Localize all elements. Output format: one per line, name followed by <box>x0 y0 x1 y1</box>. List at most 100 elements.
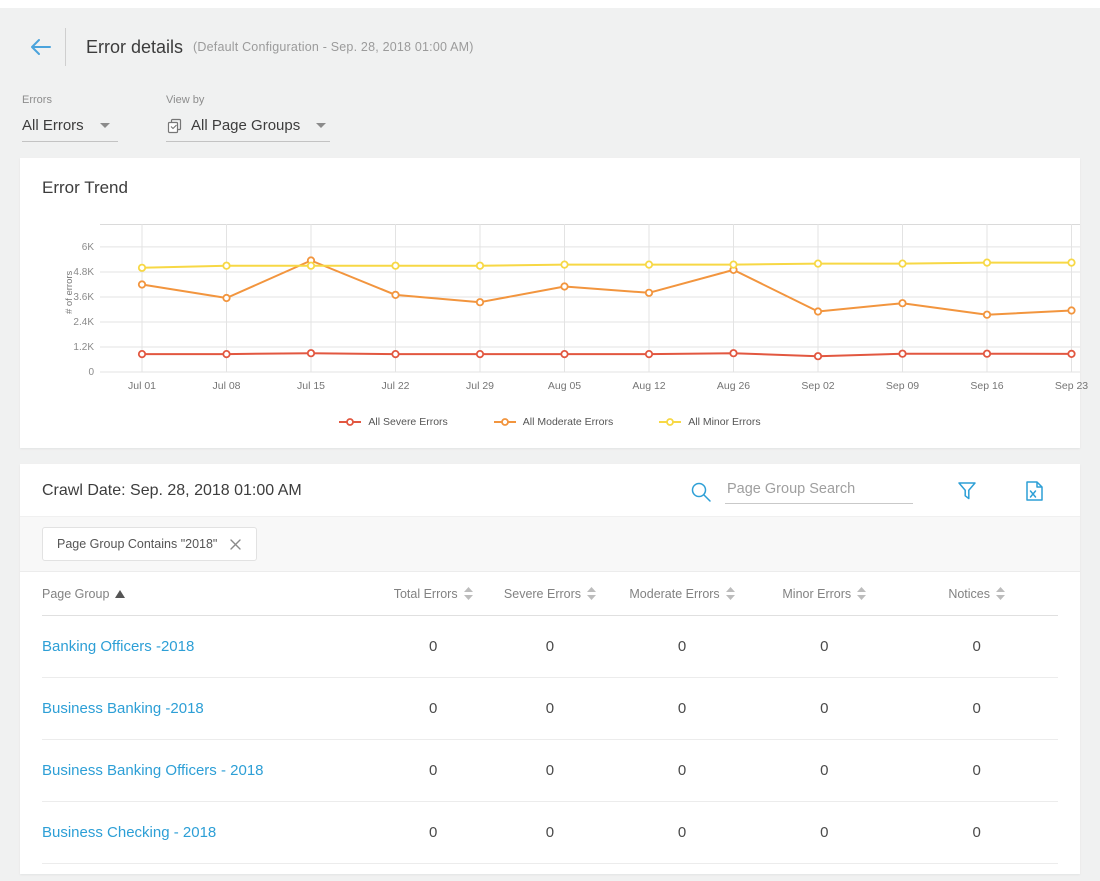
filter-chip[interactable]: Page Group Contains "2018" <box>42 527 258 561</box>
page-title: Error details <box>86 36 184 57</box>
sort-icon <box>463 587 473 600</box>
error-count-cell: 0 <box>545 638 555 655</box>
x-axis-tick: Sep 16 <box>970 380 1004 392</box>
legend-label: All Moderate Errors <box>522 416 614 428</box>
chip-close-icon[interactable] <box>229 538 242 551</box>
header-divider <box>65 28 66 66</box>
error-count-cell: 0 <box>428 700 438 717</box>
x-axis-tick: Jul 01 <box>127 380 157 392</box>
page-header: Error details (Default Configuration - S… <box>0 8 1100 82</box>
x-axis-tick: Jul 08 <box>212 380 241 392</box>
search-icon[interactable] <box>689 480 713 504</box>
page-group-search-input[interactable] <box>725 478 913 504</box>
column-label: Severe Errors <box>503 586 582 601</box>
column-label: Minor Errors <box>782 586 852 601</box>
legend-label: All Severe Errors <box>368 416 448 428</box>
column-header-page-group[interactable]: Page Group <box>42 587 377 601</box>
error-count-cell: 0 <box>428 762 438 779</box>
legend-marker-icon <box>339 418 362 426</box>
y-axis-tick: 3.6K <box>73 291 94 303</box>
column-label: Moderate Errors <box>629 586 720 601</box>
top-strip <box>0 0 1100 8</box>
x-axis-tick: Jul 15 <box>296 380 326 392</box>
view-by-dropdown[interactable]: All Page Groups <box>166 117 331 142</box>
back-arrow-icon <box>31 39 51 55</box>
table-toolbar: Crawl Date: Sep. 28, 2018 01:00 AM <box>20 464 1080 516</box>
filter-chip-strip: Page Group Contains "2018" <box>20 516 1080 572</box>
table-row: Business Checking - 2018 0 0 0 0 0 <box>42 802 1058 864</box>
sort-icon <box>725 587 735 600</box>
column-header-moderate-errors[interactable]: Moderate Errors <box>611 587 753 601</box>
x-axis-tick: Aug 26 <box>716 380 751 392</box>
column-header-total-errors[interactable]: Total Errors <box>377 587 489 601</box>
y-axis-tick: 0 <box>88 367 94 378</box>
page-group-link[interactable]: Business Checking - 2018 <box>42 823 217 841</box>
error-count-cell: 0 <box>545 824 555 841</box>
error-count-cell: 0 <box>428 824 438 841</box>
legend-item[interactable]: All Moderate Errors <box>493 416 614 428</box>
chart-x-axis: Jul 01 Jul 08 Jul 15 Jul 22 Jul 29 Aug 05 Aug … <box>100 380 1088 400</box>
error-count-cell: 0 <box>820 700 829 717</box>
chart-svg <box>100 224 1080 373</box>
view-by-filter-label: View by <box>166 94 205 106</box>
page-group-link[interactable]: Business Banking Officers - 2018 <box>42 761 264 779</box>
search-area <box>689 478 913 504</box>
column-label: Total Errors <box>393 586 458 601</box>
error-count-cell: 0 <box>677 762 687 779</box>
export-excel-icon[interactable] <box>1023 479 1046 503</box>
x-axis-tick: Aug 12 <box>632 380 666 392</box>
error-count-cell: 0 <box>677 638 687 655</box>
x-axis-tick: Jul 22 <box>381 380 410 392</box>
column-header-severe-errors[interactable]: Severe Errors <box>489 587 611 601</box>
table-row: Business Banking -2018 0 0 0 0 0 <box>42 678 1058 740</box>
column-label: Page Group <box>42 586 110 601</box>
chart-title: Error Trend <box>42 178 128 197</box>
page-group-link[interactable]: Business Banking -2018 <box>42 699 204 717</box>
error-count-cell: 0 <box>972 824 981 841</box>
legend-item[interactable]: All Severe Errors <box>339 416 448 428</box>
table-row: Banking Officers -2018 0 0 0 0 0 <box>42 616 1058 678</box>
table-row: Business Banking Officers - 2018 0 0 0 0 0 <box>42 740 1058 802</box>
chevron-down-icon <box>316 123 327 128</box>
view-by-dropdown-value: All Page Groups <box>191 117 301 134</box>
chevron-down-icon <box>99 123 110 128</box>
page-group-link[interactable]: Banking Officers -2018 <box>42 637 195 655</box>
page-subtitle: (Default Configuration - Sep. 28, 2018 0… <box>193 40 474 54</box>
y-axis-tick: 2.4K <box>73 316 94 328</box>
sort-icon <box>587 587 597 600</box>
chart-legend: All Severe Errors All Moderate Errors Al… <box>42 416 1058 432</box>
error-trend-card: Error Trend 0 1.2K 2.4K 3.6K 4.8K 6K # of erro… <box>20 158 1088 448</box>
page-groups-icon <box>167 118 182 134</box>
error-count-cell: 0 <box>972 638 981 655</box>
errors-dropdown[interactable]: All Errors <box>22 117 118 142</box>
error-count-cell: 0 <box>545 762 555 779</box>
legend-label: All Minor Errors <box>688 416 761 428</box>
column-label: Notices <box>948 586 990 601</box>
x-axis-tick: Sep 02 <box>801 380 835 392</box>
view-by-filter: View by All Page Groups <box>166 94 331 142</box>
column-header-minor-errors[interactable]: Minor Errors <box>753 587 895 601</box>
table-body: Banking Officers -2018 0 0 0 0 0 Business Bank… <box>42 616 1058 864</box>
y-axis-tick: 4.8K <box>73 266 94 278</box>
errors-dropdown-value: All Errors <box>22 117 84 134</box>
filter-icon[interactable] <box>955 479 979 503</box>
error-count-cell: 0 <box>972 762 981 779</box>
legend-marker-icon <box>493 418 516 426</box>
error-count-cell: 0 <box>820 824 829 841</box>
x-axis-tick: Aug 05 <box>547 380 582 392</box>
legend-item[interactable]: All Minor Errors <box>659 416 761 428</box>
chart-plot-area[interactable]: 0 1.2K 2.4K 3.6K 4.8K 6K # of errors <box>64 224 1080 378</box>
back-button[interactable] <box>27 34 53 60</box>
error-count-cell: 0 <box>820 762 829 779</box>
filters-bar: Errors All Errors View by All Page Group… <box>0 82 1100 142</box>
error-count-cell: 0 <box>428 638 438 655</box>
x-axis-tick: Sep 23 <box>1054 380 1089 392</box>
column-header-notices[interactable]: Notices <box>895 587 1058 601</box>
error-count-cell: 0 <box>972 700 981 717</box>
table-header-row: Page Group Total Errors Severe Errors Mo… <box>42 572 1058 616</box>
error-count-cell: 0 <box>677 700 687 717</box>
x-axis-tick: Jul 29 <box>465 380 495 392</box>
page-group-table-card: Crawl Date: Sep. 28, 2018 01:00 AM <box>20 464 1080 874</box>
filter-chip-label: Page Group Contains "2018" <box>57 537 218 551</box>
y-axis-title: # of errors <box>64 270 76 315</box>
